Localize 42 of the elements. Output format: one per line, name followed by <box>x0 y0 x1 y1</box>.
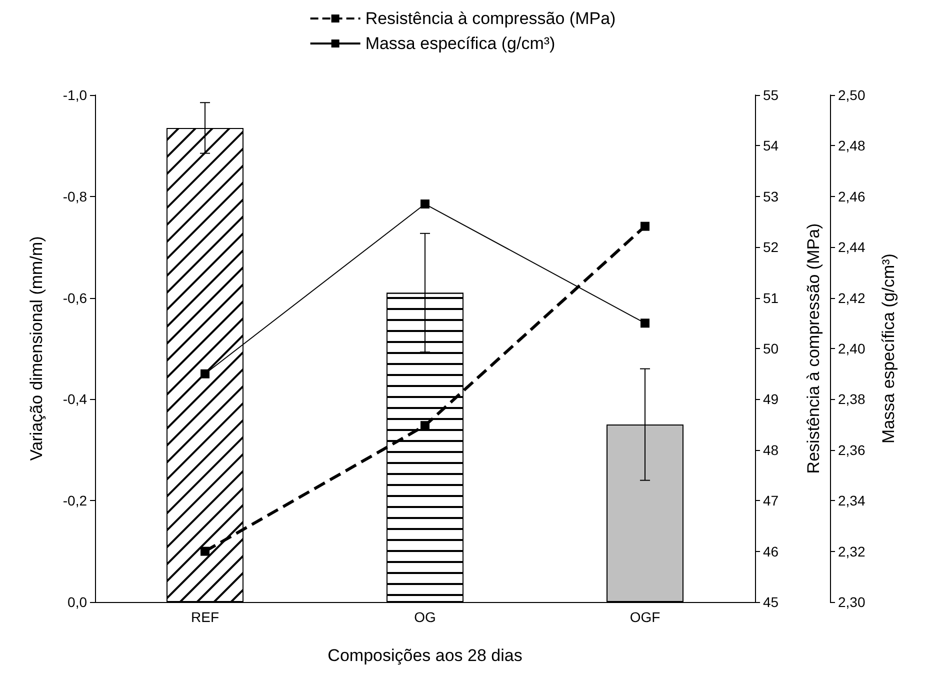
y2-axis-title: Resistência à compressão (MPa) <box>804 223 823 474</box>
y3-tick-label: 2,32 <box>838 543 866 560</box>
y2-tick-label: 47 <box>763 492 779 509</box>
legend-label: Resistência à compressão (MPa) <box>365 9 616 28</box>
y2-tick-label: 55 <box>763 87 779 103</box>
y2-tick-label: 48 <box>763 442 779 458</box>
x-tick-label: OG <box>414 609 436 625</box>
point <box>640 318 650 328</box>
point <box>200 369 210 378</box>
point <box>420 200 430 209</box>
y3-tick-label: 2,38 <box>838 391 866 408</box>
y-tick-label: -0,6 <box>62 290 88 306</box>
x-axis-title: Composições aos 28 dias <box>328 646 522 665</box>
y3-tick-label: 2,30 <box>838 594 866 610</box>
y3-tick-label: 2,34 <box>838 492 866 509</box>
y3-tick-label: 2,50 <box>838 87 866 103</box>
x-tick-label: REF <box>191 609 219 625</box>
y3-tick-label: 2,42 <box>838 290 866 306</box>
y3-tick-label: 2,46 <box>838 188 866 204</box>
y2-tick-label: 45 <box>763 594 779 610</box>
y2-tick-label: 51 <box>763 290 779 306</box>
y3-tick-label: 2,40 <box>838 340 866 356</box>
legend-label: Massa específica (g/cm³) <box>365 34 556 53</box>
y3-axis-title: Massa específica (g/cm³) <box>879 254 898 444</box>
y3-tick-label: 2,44 <box>838 239 866 256</box>
y2-tick-label: 46 <box>763 543 779 560</box>
y-tick-label: -0,2 <box>62 492 88 509</box>
y3-tick-label: 2,36 <box>838 442 866 458</box>
point <box>200 546 210 556</box>
y2-tick-label: 54 <box>763 138 779 154</box>
y3-tick-label: 2,48 <box>838 138 866 154</box>
y2-tick-label: 53 <box>763 188 779 204</box>
y-tick-label: -0,8 <box>62 188 88 204</box>
y-tick-label: -1,0 <box>62 87 88 103</box>
y2-tick-label: 50 <box>763 340 779 356</box>
y-tick-label: 0,0 <box>68 594 88 610</box>
y-axis-title: Variação dimensional (mm/m) <box>27 236 46 461</box>
x-tick-label: OGF <box>630 609 660 625</box>
point <box>640 222 650 231</box>
y2-tick-label: 52 <box>763 239 779 256</box>
y2-tick-label: 49 <box>763 391 779 408</box>
y-tick-label: -0,4 <box>62 391 88 408</box>
